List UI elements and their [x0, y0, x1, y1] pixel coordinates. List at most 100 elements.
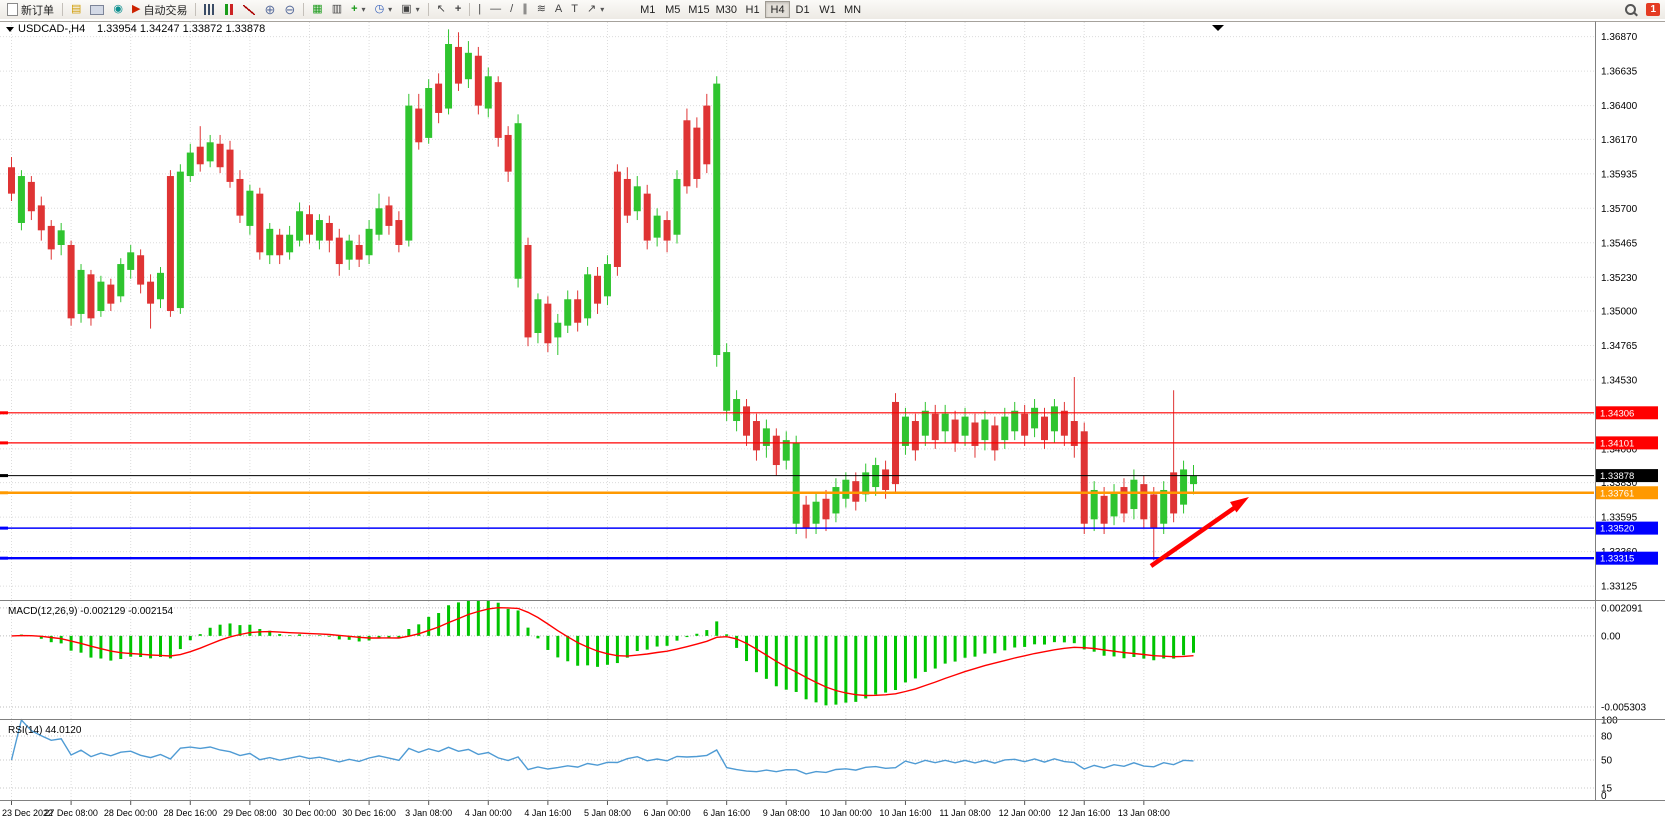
timeframe-button-m5[interactable]: M5 — [660, 1, 685, 18]
level-price-tag — [1596, 436, 1658, 450]
svg-text:10 Jan 00:00: 10 Jan 00:00 — [820, 808, 872, 818]
svg-text:80: 80 — [1601, 732, 1613, 743]
level-left-marker — [0, 441, 8, 445]
zoom-out-button[interactable]: ⊖ — [280, 1, 299, 18]
arrows-button[interactable]: ↗ ▾ — [583, 1, 608, 18]
print-button[interactable] — [86, 1, 108, 18]
zoom-in-button[interactable]: ⊕ — [260, 1, 279, 18]
template-icon: ▣ — [401, 3, 412, 15]
tile-windows-button[interactable]: ▦ — [308, 1, 326, 18]
svg-text:4 Jan 16:00: 4 Jan 16:00 — [524, 808, 571, 818]
timeframe-button-m30[interactable]: M30 — [713, 1, 740, 18]
shift-marker-icon[interactable] — [1212, 25, 1224, 31]
print-icon — [90, 4, 105, 15]
chart-title-ohlc: 1.33954 1.34247 1.33872 1.33878 — [97, 23, 265, 35]
timeframe-button-m1[interactable]: M1 — [635, 1, 660, 18]
timeframe-button-h4[interactable]: H4 — [765, 1, 791, 18]
toolbar-separator — [195, 3, 197, 16]
templates-button[interactable]: ▣ ▾ — [397, 1, 423, 18]
periods-button[interactable]: ◷ ▾ — [371, 1, 397, 18]
auto-trading-label: 自动交易 — [143, 4, 188, 17]
svg-text:12 Jan 16:00: 12 Jan 16:00 — [1058, 808, 1110, 818]
timeframe-button-w1[interactable]: W1 — [815, 1, 840, 18]
trendline-button[interactable]: / — [506, 1, 517, 18]
svg-text:6 Jan 00:00: 6 Jan 00:00 — [644, 808, 691, 818]
market-watch-button[interactable]: ◉ — [109, 1, 127, 18]
svg-text:1.36170: 1.36170 — [1601, 135, 1638, 146]
svg-text:1.35000: 1.35000 — [1601, 307, 1638, 318]
svg-text:1.34306: 1.34306 — [1600, 408, 1634, 419]
new-order-icon — [7, 3, 18, 16]
text-label-button[interactable]: T — [567, 1, 582, 18]
cascade-windows-icon: ▥ — [331, 3, 343, 15]
svg-text:30 Dec 00:00: 30 Dec 00:00 — [283, 808, 337, 818]
fibonacci-button[interactable]: ≋ — [533, 1, 550, 18]
svg-text:1.35700: 1.35700 — [1601, 204, 1638, 215]
macd-layer — [11, 601, 1195, 706]
bar-chart-icon — [204, 4, 216, 15]
new-order-button[interactable]: 新订单 — [3, 1, 58, 18]
indicators-button[interactable]: + ▾ — [347, 1, 369, 18]
svg-text:1.34101: 1.34101 — [1600, 438, 1634, 449]
timeframe-button-m15[interactable]: M15 — [685, 1, 712, 18]
svg-text:27 Dec 08:00: 27 Dec 08:00 — [44, 808, 98, 818]
notification-badge[interactable]: 1 — [1646, 3, 1660, 16]
bar-chart-button[interactable] — [200, 1, 219, 18]
timeframe-button-mn[interactable]: MN — [840, 1, 865, 18]
cursor-button[interactable]: ↖ — [433, 1, 450, 18]
zoom-in-icon: ⊕ — [264, 2, 276, 17]
channel-icon: ∥ — [522, 3, 528, 15]
cursor-icon: ↖ — [436, 3, 446, 15]
arrow-tool-icon: ↗ — [586, 3, 597, 15]
svg-text:1.35465: 1.35465 — [1601, 238, 1638, 249]
timeframe-toolbar: M1 M5 M15 M30 H1 H4 D1 W1 MN — [635, 1, 865, 18]
pane-borders — [0, 21, 1665, 801]
chart-canvas[interactable]: 1.36870 1.36635 1.36400 1.36170 1.35935 1.357… — [0, 19, 1665, 828]
svg-text:11 Jan 08:00: 11 Jan 08:00 — [939, 808, 990, 818]
crosshair-button[interactable]: + — [451, 1, 465, 18]
zoom-out-icon: ⊖ — [284, 2, 296, 17]
svg-text:13 Jan 08:00: 13 Jan 08:00 — [1118, 808, 1170, 818]
folder-icon: ▤ — [71, 3, 82, 15]
svg-text:1.34060: 1.34060 — [1601, 444, 1638, 455]
collapse-triangle-icon[interactable] — [6, 27, 14, 32]
svg-text:5 Jan 08:00: 5 Jan 08:00 — [584, 808, 631, 818]
channel-button[interactable]: ∥ — [518, 1, 532, 18]
trendline-icon: / — [510, 3, 514, 15]
chevron-down-icon: ▾ — [388, 5, 393, 14]
level-left-marker — [0, 411, 8, 415]
candles-layer — [8, 29, 1197, 561]
chevron-down-icon: ▾ — [361, 5, 366, 14]
timeframe-button-d1[interactable]: D1 — [790, 1, 815, 18]
text-button[interactable]: A — [551, 1, 566, 18]
svg-text:0.002091: 0.002091 — [1601, 603, 1643, 614]
text-label-icon: T — [571, 3, 578, 15]
svg-text:1.35230: 1.35230 — [1601, 273, 1638, 284]
charts-folder-button[interactable]: ▤ — [67, 1, 85, 18]
level-left-marker — [0, 491, 8, 495]
vertical-line-button[interactable]: | — [474, 1, 485, 18]
timeframe-button-h1[interactable]: H1 — [740, 1, 765, 18]
line-chart-button[interactable] — [239, 1, 259, 18]
svg-text:9 Jan 08:00: 9 Jan 08:00 — [763, 808, 810, 818]
svg-text:1.34765: 1.34765 — [1601, 341, 1638, 352]
svg-text:0: 0 — [1601, 791, 1607, 802]
level-lines[interactable]: 1.34306 1.34101 1.33878 1.33761 1.33520 1.333… — [0, 406, 1658, 565]
auto-trading-button[interactable]: ▶ 自动交易 — [128, 1, 191, 18]
crosshair-icon: + — [454, 3, 462, 15]
candlestick-icon — [224, 4, 235, 15]
arrow-annotation[interactable] — [1149, 497, 1249, 568]
search-button[interactable] — [1621, 1, 1640, 18]
cascade-windows-button[interactable]: ▥ — [328, 1, 346, 18]
level-left-marker — [0, 526, 8, 530]
top-toolbar: 新订单 ▤ ◉ ▶ 自动交易 ⊕ ⊖ — [0, 0, 1665, 20]
toolbar-right-group: 1 — [1621, 1, 1662, 18]
svg-text:12 Jan 00:00: 12 Jan 00:00 — [999, 808, 1051, 818]
candlestick-button[interactable] — [220, 1, 238, 18]
horizontal-line-button[interactable]: — — [486, 1, 505, 18]
level-price-tag — [1596, 521, 1658, 535]
toolbar-separator — [62, 3, 63, 16]
globe-icon: ◉ — [113, 3, 124, 15]
clock-icon: ◷ — [374, 3, 385, 15]
